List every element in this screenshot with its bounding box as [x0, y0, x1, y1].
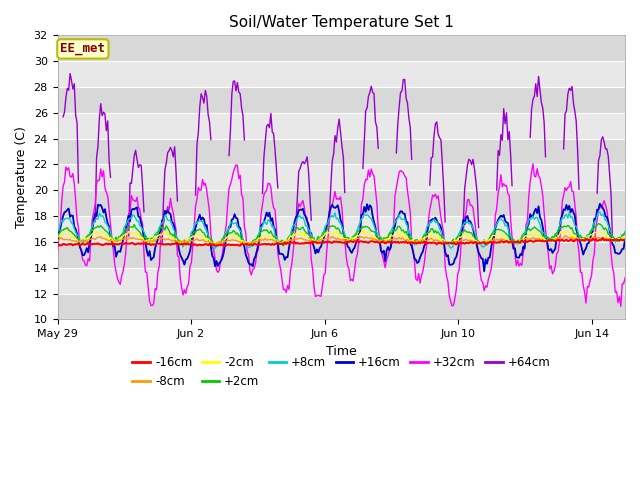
Bar	[58, 242, 625, 268]
X-axis label: Time: Time	[326, 345, 356, 358]
Bar	[58, 87, 625, 113]
Legend: -16cm, -8cm, -2cm, +2cm, +8cm, +16cm, +32cm, +64cm: -16cm, -8cm, -2cm, +2cm, +8cm, +16cm, +3…	[128, 352, 555, 393]
Bar	[58, 113, 625, 139]
Title: Soil/Water Temperature Set 1: Soil/Water Temperature Set 1	[229, 15, 454, 30]
Y-axis label: Temperature (C): Temperature (C)	[15, 126, 28, 228]
Bar	[58, 294, 625, 319]
Bar	[58, 268, 625, 294]
Text: EE_met: EE_met	[60, 42, 106, 55]
Bar	[58, 61, 625, 87]
Bar	[58, 190, 625, 216]
Bar	[58, 36, 625, 61]
Bar	[58, 139, 625, 165]
Bar	[58, 165, 625, 190]
Bar	[58, 216, 625, 242]
